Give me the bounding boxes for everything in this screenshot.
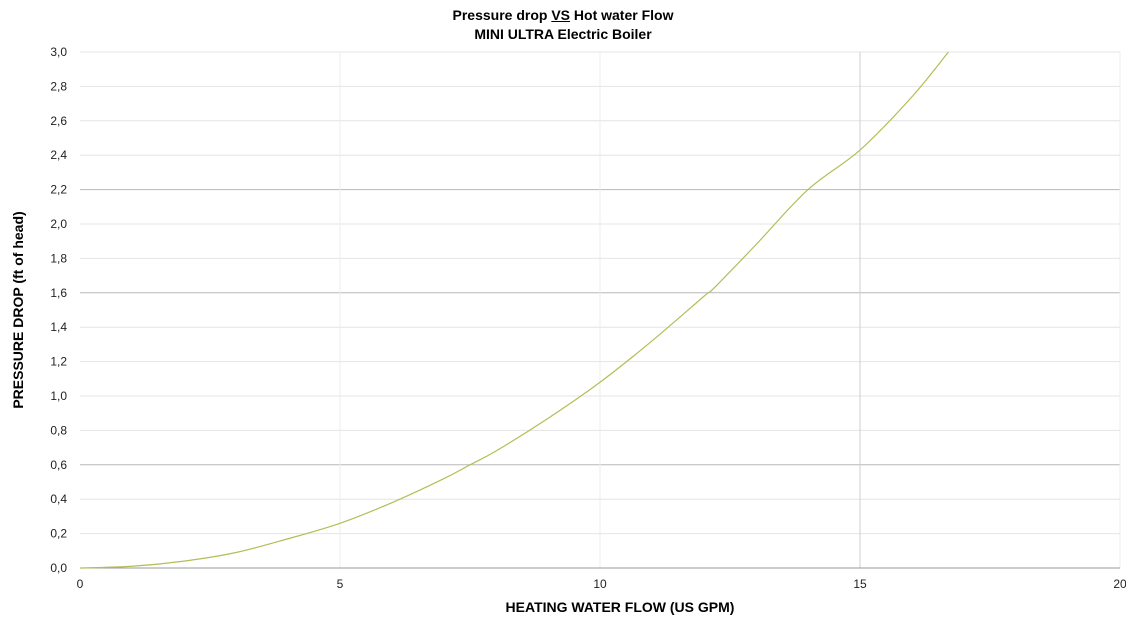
y-tick-label: 0,2 bbox=[50, 527, 67, 541]
y-tick-label: 1,2 bbox=[50, 355, 67, 369]
x-tick-label: 10 bbox=[593, 577, 607, 591]
gridlines bbox=[80, 51, 1121, 568]
title-vs: VS bbox=[551, 7, 571, 23]
title-part-1: Pressure drop bbox=[452, 7, 552, 23]
y-tick-label: 0,0 bbox=[50, 561, 67, 575]
y-tick-label: 0,4 bbox=[50, 492, 67, 506]
y-tick-label: 2,8 bbox=[50, 79, 67, 93]
x-tick-label: 20 bbox=[1113, 577, 1126, 591]
y-tick-labels: 0,0 0,2 0,4 0,6 0,8 1,0 1,2 1,4 1,6 1,8 2,0 2,2 2,4 2… bbox=[50, 45, 67, 575]
title-part-2: Hot water Flow bbox=[570, 7, 674, 23]
series-line bbox=[79, 51, 949, 569]
x-tick-labels: 0 5 10 15 20 bbox=[77, 577, 1126, 591]
y-tick-label: 3,0 bbox=[50, 45, 67, 59]
x-tick-label: 0 bbox=[77, 577, 84, 591]
chart-subtitle: MINI ULTRA Electric Boiler bbox=[474, 26, 652, 42]
title-line-1: Pressure drop VS Hot water Flow bbox=[0, 6, 1126, 25]
chart-title: Pressure drop VS Hot water Flow MINI ULT… bbox=[0, 6, 1126, 44]
y-tick-label: 0,6 bbox=[50, 458, 67, 472]
y-tick-label: 2,4 bbox=[50, 148, 67, 162]
y-tick-label: 1,8 bbox=[50, 251, 67, 265]
y-tick-label: 2,0 bbox=[50, 217, 67, 231]
x-tick-label: 5 bbox=[337, 577, 344, 591]
y-axis-label: PRESSURE DROP (ft of head) bbox=[10, 211, 26, 408]
x-tick-label: 15 bbox=[853, 577, 867, 591]
y-tick-label: 2,6 bbox=[50, 114, 67, 128]
x-axis-label: HEATING WATER FLOW (US GPM) bbox=[506, 599, 735, 615]
y-tick-label: 0,8 bbox=[50, 423, 67, 437]
y-tick-label: 1,4 bbox=[50, 320, 67, 334]
y-tick-label: 1,6 bbox=[50, 286, 67, 300]
y-tick-label: 2,2 bbox=[50, 183, 67, 197]
y-tick-label: 1,0 bbox=[50, 389, 67, 403]
